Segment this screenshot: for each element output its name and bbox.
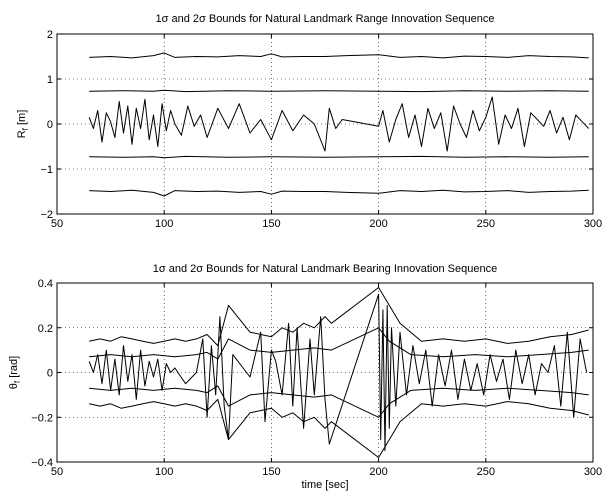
y-tick-label: 0.2 <box>38 323 53 335</box>
series-upper-1sigma <box>89 89 589 93</box>
series-lower-1sigma <box>89 385 589 418</box>
series-lower-2sigma <box>89 189 589 197</box>
y-tick-label: −0.4 <box>31 457 53 469</box>
series-lower-1sigma <box>89 155 589 159</box>
x-tick-label: 150 <box>262 466 280 478</box>
y-axis-label-unit: [rad] <box>8 356 20 381</box>
series-upper-2sigma <box>89 287 589 347</box>
x-tick-label: 250 <box>477 466 495 478</box>
range-innovation-chart: 1σ and 2σ Bounds for Natural Landmark Ra… <box>16 13 602 230</box>
series-innovation <box>88 293 588 452</box>
y-axis-label: Rf [m] <box>16 110 30 139</box>
y-axis-label-unit: [m] <box>16 110 28 128</box>
y-tick-label: 1 <box>47 74 53 86</box>
y-tick-label: 0 <box>47 119 53 131</box>
x-tick-label: 250 <box>477 218 495 230</box>
y-tick-label: 0.4 <box>38 278 53 290</box>
x-tick-label: 200 <box>369 466 387 478</box>
chart-title: 1σ and 2σ Bounds for Natural Landmark Be… <box>153 263 497 275</box>
y-tick-label: 2 <box>47 29 53 41</box>
x-tick-label: 300 <box>584 466 602 478</box>
y-axis-label-symbol: θ <box>8 383 20 389</box>
chart-title: 1σ and 2σ Bounds for Natural Landmark Ra… <box>156 13 495 25</box>
series-innovation <box>88 96 590 152</box>
series-lower-2sigma <box>89 398 589 458</box>
y-axis-label: θf [rad] <box>8 356 22 389</box>
y-tick-label: −2 <box>40 209 53 221</box>
y-axis-label-subscript: f <box>21 127 30 130</box>
x-tick-label: 50 <box>51 466 63 478</box>
y-tick-label: −0.2 <box>31 412 53 424</box>
x-tick-label: 100 <box>155 466 173 478</box>
y-tick-label: −1 <box>40 164 53 176</box>
bearing-innovation-chart: 1σ and 2σ Bounds for Natural Landmark Be… <box>8 263 602 491</box>
series-upper-2sigma <box>89 52 589 59</box>
x-axis-label: time [sec] <box>301 479 348 491</box>
x-tick-label: 200 <box>369 218 387 230</box>
x-tick-label: 300 <box>584 218 602 230</box>
y-axis-label-symbol: R <box>16 130 28 138</box>
y-axis-label-subscript: f <box>13 380 22 383</box>
x-tick-label: 150 <box>262 218 280 230</box>
y-tick-label: 0 <box>47 368 53 380</box>
x-tick-label: 50 <box>51 218 63 230</box>
series-upper-1sigma <box>89 327 589 360</box>
x-tick-label: 100 <box>155 218 173 230</box>
